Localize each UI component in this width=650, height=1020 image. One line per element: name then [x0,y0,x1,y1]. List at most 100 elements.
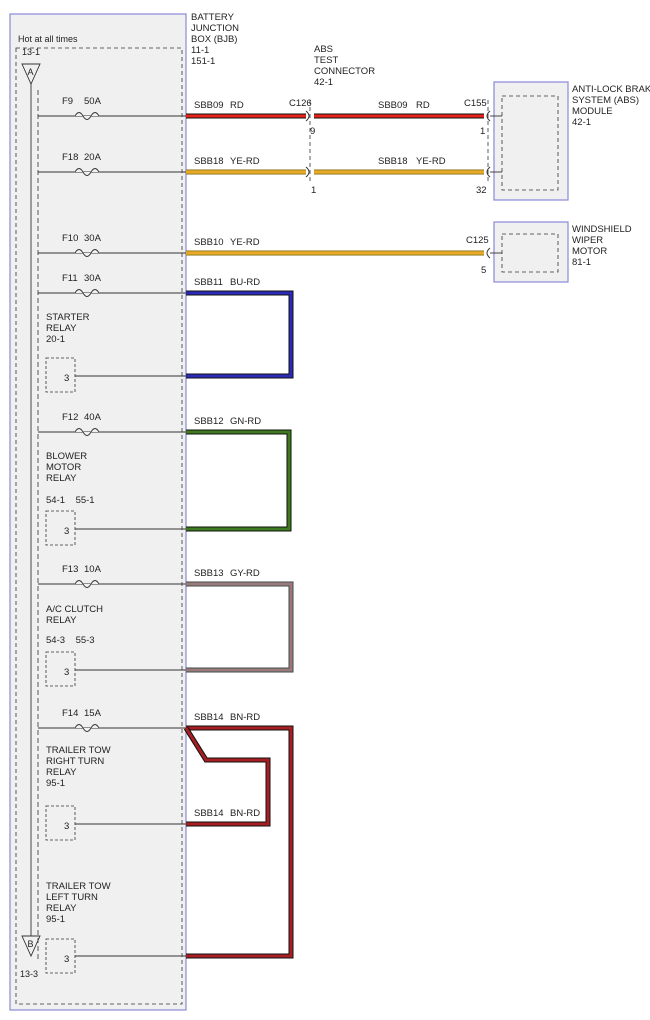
connector-c126: C126 9 1 [289,98,316,196]
svg-text:SBB11: SBB11 [194,277,223,288]
svg-text:MOTOR: MOTOR [572,246,607,257]
abs-module-box [493,81,569,201]
svg-text:JUNCTION: JUNCTION [191,23,239,34]
bjb-box [9,13,187,1011]
bjb-inner-dashed [15,47,183,1005]
wire-sbb14 [183,725,294,959]
svg-text:RIGHT TURN: RIGHT TURN [46,756,104,767]
bus-a-label: A [28,67,34,77]
svg-text:BATTERY: BATTERY [191,12,235,23]
svg-text:F12: F12 [62,412,78,423]
connector-c125: C125 5 [466,235,502,276]
wire-sbb13 [186,581,294,673]
wire-sbb11 [186,290,294,379]
svg-text:20A: 20A [84,152,102,163]
abs-test-connector-title: ABS TEST CONNECTOR 42-1 [314,44,375,88]
svg-text:RELAY: RELAY [46,615,77,626]
wiper-motor-box [493,221,569,283]
fuse-labels: F9 50A F18 20A F10 30A F11 30A F12 40A F13 10A… [62,96,102,719]
trailer-tow-right-turn-relay: TRAILER TOW RIGHT TURN RELAY 95-1 3 [45,745,186,841]
svg-text:YE-RD: YE-RD [416,156,446,167]
svg-text:TRAILER TOW: TRAILER TOW [46,881,111,892]
svg-text:BLOWER: BLOWER [46,451,87,462]
wiper-motor-title: WINDSHIELD WIPER MOTOR 81-1 [572,224,632,268]
svg-text:BN-RD: BN-RD [230,808,260,819]
svg-text:30A: 30A [84,273,102,284]
svg-text:BN-RD: BN-RD [230,712,260,723]
bjb-title: BATTERY JUNCTION BOX (BJB) 11-1 151-1 [191,12,239,67]
svg-text:MODULE: MODULE [572,106,613,117]
svg-text:F13: F13 [62,564,78,575]
svg-text:42-1: 42-1 [314,77,333,88]
svg-text:1: 1 [480,126,485,137]
svg-text:15A: 15A [84,708,102,719]
blower-motor-relay: BLOWER MOTOR RELAY 54-1 55-1 3 [45,451,186,546]
hot-at-all-times-label: Hot at all times [18,34,78,44]
svg-text:SBB18: SBB18 [194,156,224,167]
fuse-lines [38,115,186,729]
svg-text:RD: RD [230,100,244,111]
svg-text:F11: F11 [62,273,78,284]
svg-text:3: 3 [64,821,69,832]
svg-text:50A: 50A [84,96,102,107]
svg-text:TRAILER TOW: TRAILER TOW [46,745,111,756]
svg-text:54-1 55-1: 54-1 55-1 [46,495,95,506]
svg-text:F9: F9 [62,96,73,107]
svg-text:GY-RD: GY-RD [230,568,260,579]
abs-module-title: ANTI-LOCK BRAKE SYSTEM (ABS) MODULE 42-1 [572,84,650,128]
svg-text:SBB12: SBB12 [194,416,224,427]
connector-c155: C155 1 32 [464,98,502,196]
svg-text:42-1: 42-1 [572,117,591,128]
svg-text:SBB14: SBB14 [194,808,224,819]
svg-text:CONNECTOR: CONNECTOR [314,66,375,77]
svg-text:A/C CLUTCH: A/C CLUTCH [46,604,103,615]
svg-text:151-1: 151-1 [191,56,215,67]
svg-text:1: 1 [311,185,316,196]
svg-text:3: 3 [64,526,69,537]
svg-text:20-1: 20-1 [46,334,65,345]
wire-labels: SBB09 RD SBB09 RD SBB18 YE-RD SBB18 YE-RD SB… [194,100,446,819]
svg-text:32: 32 [476,185,487,196]
svg-text:ANTI-LOCK BRAKE: ANTI-LOCK BRAKE [572,84,650,95]
svg-text:YE-RD: YE-RD [230,237,260,248]
svg-text:40A: 40A [84,412,102,423]
bus-b-label: B [28,939,34,949]
svg-text:3: 3 [64,373,69,384]
svg-text:11-1: 11-1 [191,45,209,56]
svg-text:9: 9 [310,126,315,137]
svg-text:SYSTEM (ABS): SYSTEM (ABS) [572,95,639,106]
svg-text:SBB09: SBB09 [378,100,408,111]
svg-text:F10: F10 [62,233,78,244]
svg-text:5: 5 [481,265,486,276]
svg-text:RELAY: RELAY [46,767,77,778]
svg-text:SBB13: SBB13 [194,568,224,579]
svg-text:F14: F14 [62,708,78,719]
svg-text:10A: 10A [84,564,102,575]
svg-text:RD: RD [416,100,430,111]
wire-sbb12 [186,429,292,532]
svg-text:SBB10: SBB10 [194,237,224,248]
svg-text:95-1: 95-1 [46,778,65,789]
svg-text:C126: C126 [289,98,312,109]
svg-text:3: 3 [64,954,69,965]
svg-text:WINDSHIELD: WINDSHIELD [572,224,632,235]
svg-text:BOX (BJB): BOX (BJB) [191,34,237,45]
svg-text:WIPER: WIPER [572,235,603,246]
svg-text:95-1: 95-1 [46,914,65,925]
svg-text:RELAY: RELAY [46,903,77,914]
ac-clutch-relay: A/C CLUTCH RELAY 54-3 55-3 3 [45,604,186,687]
svg-text:SBB18: SBB18 [378,156,408,167]
starter-relay: STARTER RELAY 20-1 3 [45,312,186,393]
svg-text:F18: F18 [62,152,78,163]
svg-text:SBB14: SBB14 [194,712,224,723]
bus-ref-top: 13-1 [22,47,40,57]
svg-text:RELAY: RELAY [46,323,77,334]
svg-text:STARTER: STARTER [46,312,90,323]
svg-text:YE-RD: YE-RD [230,156,260,167]
svg-text:81-1: 81-1 [572,257,591,268]
svg-text:30A: 30A [84,233,102,244]
svg-text:ABS: ABS [314,44,333,55]
fuse-symbol-icon [74,112,100,732]
trailer-tow-left-turn-relay: TRAILER TOW LEFT TURN RELAY 95-1 3 [45,881,186,974]
